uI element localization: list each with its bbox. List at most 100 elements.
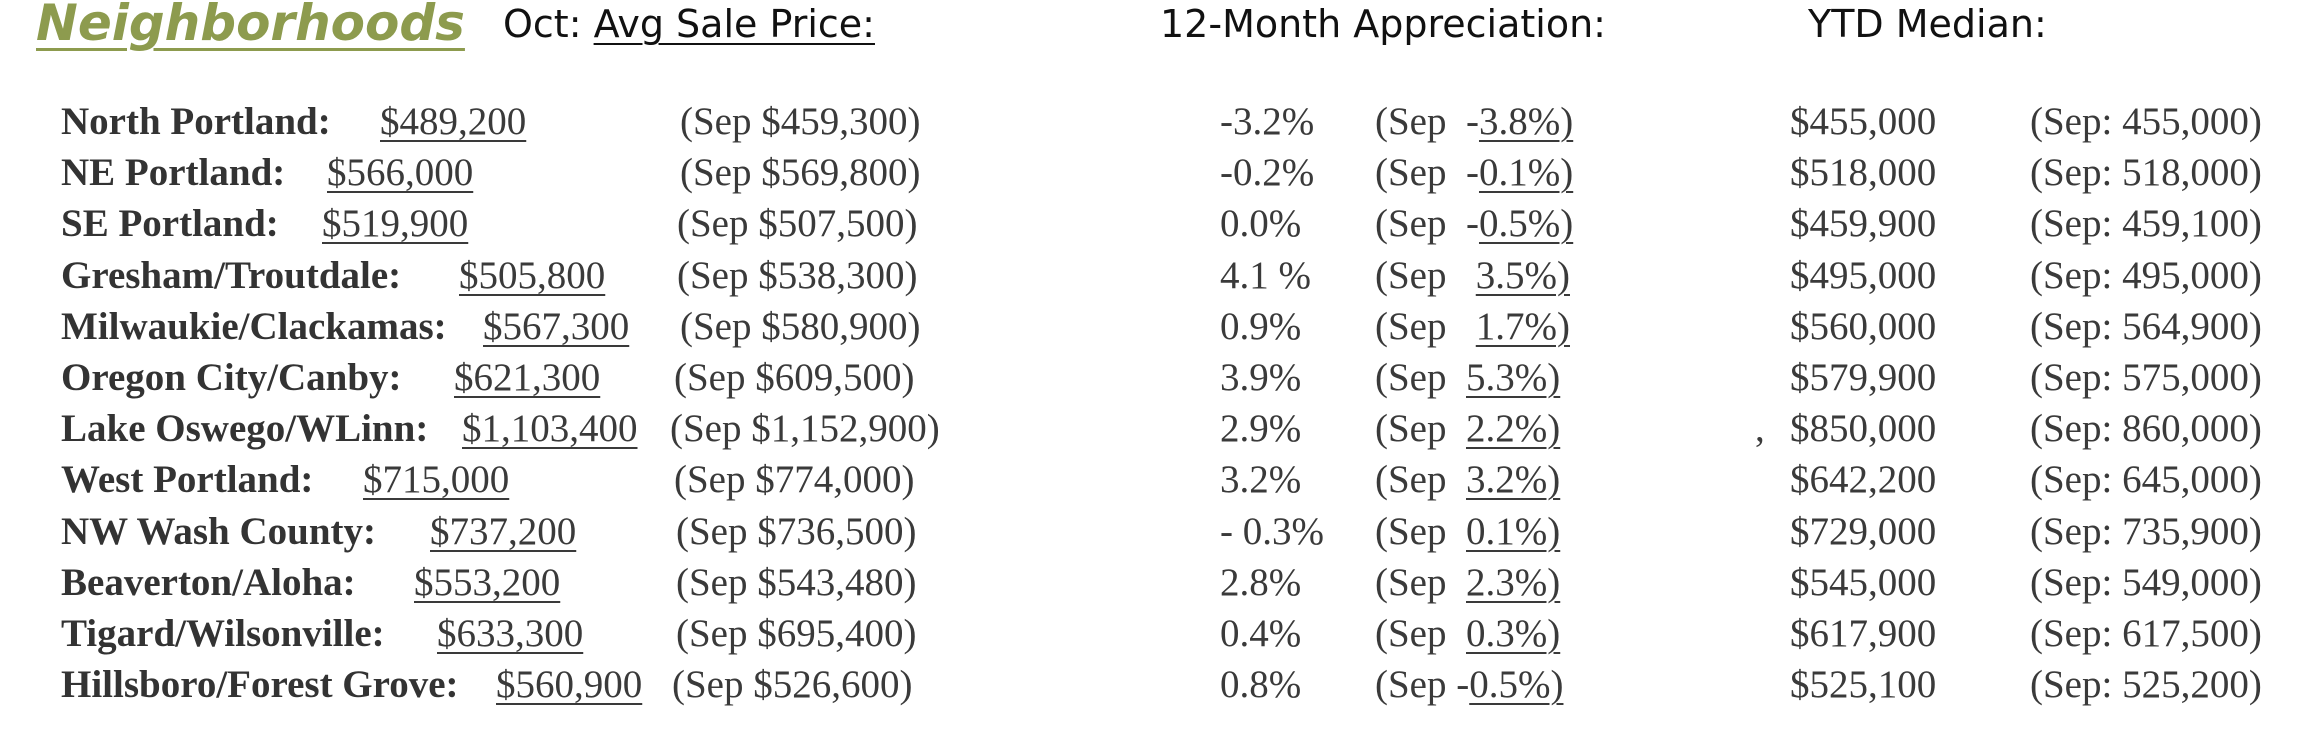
page-title: Neighborhoods bbox=[36, 0, 465, 52]
table-row: West Portland: $715,000 (Sep $774,000) 3.2%… bbox=[0, 457, 2307, 508]
appreciation-value: -0.2% bbox=[1220, 151, 1315, 195]
ytd-stray-mark: , bbox=[1755, 407, 1794, 451]
sep-avg-sale-price: (Sep $580,900) bbox=[680, 304, 921, 348]
sep-appreciation-value: 5.3%) bbox=[1466, 355, 1561, 399]
avg-sale-price-header: Oct: Avg Sale Price: bbox=[503, 2, 875, 46]
avg-sale-price: $519,900 bbox=[322, 202, 469, 246]
ytd-median: $642,200 bbox=[1790, 458, 1937, 502]
sep-ytd-median: (Sep: 455,000) bbox=[2030, 100, 2262, 143]
table-row: NE Portland: $566,000 (Sep $569,800) -0.2% (… bbox=[0, 150, 2307, 201]
appreciation-value: 3.9% bbox=[1220, 355, 1302, 399]
sep-ytd-median: (Sep: 459,100) bbox=[2030, 202, 2262, 246]
ytd-median: $579,900 bbox=[1790, 355, 1937, 399]
ytd-median: $518,000 bbox=[1790, 151, 1937, 195]
sep-appreciation: (Sep -0.5%) bbox=[1375, 201, 1573, 246]
avg-sale-price: $566,000 bbox=[327, 151, 474, 195]
sep-appreciation: (Sep -0.1%) bbox=[1375, 150, 1573, 195]
avg-sale-price: $621,300 bbox=[454, 355, 601, 399]
sep-appreciation-value: 0.5%) bbox=[1478, 202, 1574, 246]
sep-avg-sale-price: (Sep $526,600) bbox=[672, 663, 913, 707]
neighborhood-name: West Portland: bbox=[61, 458, 314, 502]
sep-avg-sale-price: (Sep $507,500) bbox=[677, 202, 918, 246]
sep-appreciation-value: 0.1%) bbox=[1478, 151, 1574, 195]
sep-avg-sale-price: (Sep $543,480) bbox=[676, 560, 917, 604]
appreciation-value: 0.9% bbox=[1220, 304, 1302, 348]
appreciation-value: 3.2% bbox=[1220, 458, 1302, 502]
sep-appreciation-value: 1.7%) bbox=[1475, 304, 1570, 348]
sep-appreciation: (Sep 2.3%) bbox=[1375, 560, 1560, 605]
ytd-median: $729,000 bbox=[1790, 509, 1937, 553]
neighborhood-name: Milwaukie/Clackamas: bbox=[61, 304, 447, 348]
neighborhood-name: Gresham/Troutdale: bbox=[61, 253, 402, 297]
avg-sale-price: $553,200 bbox=[414, 560, 561, 604]
neighborhood-name: Hillsboro/Forest Grove: bbox=[61, 663, 459, 707]
sep-appreciation-value: 2.3%) bbox=[1466, 560, 1561, 604]
sep-appreciation-value: 0.3%) bbox=[1466, 611, 1561, 655]
neighborhood-name: NE Portland: bbox=[61, 151, 286, 195]
ytd-median: $545,000 bbox=[1790, 560, 1937, 604]
appreciation-value: - 0.3% bbox=[1220, 509, 1324, 553]
sep-appreciation-prefix: (Sep - bbox=[1375, 202, 1479, 246]
avg-sale-price: $489,200 bbox=[380, 100, 527, 143]
sep-avg-sale-price: (Sep $1,152,900) bbox=[670, 407, 940, 451]
appreciation-value: 0.8% bbox=[1220, 663, 1302, 707]
table-row: SE Portland: $519,900 (Sep $507,500) 0.0% (S… bbox=[0, 201, 2307, 252]
neighborhood-name: SE Portland: bbox=[61, 202, 279, 246]
table-row: Tigard/Wilsonville: $633,300 (Sep $695,400… bbox=[0, 611, 2307, 662]
sep-avg-sale-price: (Sep $774,000) bbox=[674, 458, 915, 502]
sep-appreciation: (Sep -0.5%) bbox=[1375, 662, 1563, 707]
ytd-median: $560,000 bbox=[1790, 304, 1937, 348]
sep-appreciation: (Sep 0.1%) bbox=[1375, 509, 1560, 554]
ytd-median: $850,000 bbox=[1790, 407, 1937, 451]
sep-appreciation-prefix: (Sep bbox=[1375, 560, 1466, 604]
sep-appreciation: (Sep 2.2%) bbox=[1375, 406, 1560, 451]
appreciation-value: 0.0% bbox=[1220, 202, 1302, 246]
avg-sale-price: $505,800 bbox=[459, 253, 606, 297]
sep-appreciation-prefix: (Sep bbox=[1375, 355, 1466, 399]
sep-appreciation-value: 0.1%) bbox=[1466, 509, 1561, 553]
sep-ytd-median: (Sep: 549,000) bbox=[2030, 560, 2262, 604]
neighborhood-name: Oregon City/Canby: bbox=[61, 355, 402, 399]
ytd-median: $455,000 bbox=[1790, 100, 1937, 143]
sep-appreciation: (Sep 0.3%) bbox=[1375, 611, 1560, 656]
appreciation-value: 2.9% bbox=[1220, 407, 1302, 451]
neighborhood-name: Lake Oswego/WLinn: bbox=[61, 407, 429, 451]
avg-sale-price: $560,900 bbox=[496, 663, 643, 707]
sep-appreciation-prefix: (Sep - bbox=[1375, 151, 1479, 195]
sep-ytd-median: (Sep: 617,500) bbox=[2030, 611, 2262, 655]
sep-ytd-median: (Sep: 495,000) bbox=[2030, 253, 2262, 297]
sep-appreciation: (Sep -3.8%) bbox=[1375, 99, 1573, 144]
table-row: Oregon City/Canby: $621,300 (Sep $609,500)… bbox=[0, 355, 2307, 406]
sep-ytd-median: (Sep: 735,900) bbox=[2030, 509, 2262, 553]
neighborhood-name: North Portland: bbox=[61, 100, 331, 143]
neighborhood-name: Beaverton/Aloha: bbox=[61, 560, 356, 604]
sep-appreciation-prefix: (Sep bbox=[1375, 458, 1466, 502]
table-row: Gresham/Troutdale: $505,800 (Sep $538,300)… bbox=[0, 253, 2307, 304]
sep-avg-sale-price: (Sep $569,800) bbox=[680, 151, 921, 195]
neighborhood-table: North Portland: $489,200 (Sep $459,300) -3.… bbox=[0, 99, 2307, 713]
sep-appreciation-prefix: (Sep - bbox=[1375, 100, 1479, 143]
sep-avg-sale-price: (Sep $459,300) bbox=[680, 100, 921, 143]
neighborhood-name: Tigard/Wilsonville: bbox=[61, 611, 385, 655]
sep-appreciation-value: 3.8%) bbox=[1478, 100, 1574, 143]
sep-avg-sale-price: (Sep $736,500) bbox=[676, 509, 917, 553]
ytd-median: $525,100 bbox=[1790, 663, 1937, 707]
table-row: Milwaukie/Clackamas: $567,300 (Sep $580,90… bbox=[0, 304, 2307, 355]
ytd-median: $495,000 bbox=[1790, 253, 1937, 297]
appreciation-value: -3.2% bbox=[1220, 100, 1315, 143]
sep-avg-sale-price: (Sep $695,400) bbox=[676, 611, 917, 655]
avg-sale-price: $737,200 bbox=[430, 509, 577, 553]
sep-appreciation: (Sep 1.7%) bbox=[1375, 304, 1570, 349]
sep-ytd-median: (Sep: 645,000) bbox=[2030, 458, 2262, 502]
sep-avg-sale-price: (Sep $538,300) bbox=[677, 253, 918, 297]
table-row: Beaverton/Aloha: $553,200 (Sep $543,480) 2.… bbox=[0, 560, 2307, 611]
sep-appreciation-value: 0.5%) bbox=[1469, 663, 1564, 707]
sep-appreciation-prefix: (Sep - bbox=[1375, 663, 1470, 707]
sep-ytd-median: (Sep: 575,000) bbox=[2030, 355, 2262, 399]
sep-ytd-median: (Sep: 525,200) bbox=[2030, 663, 2262, 707]
sep-appreciation-prefix: (Sep bbox=[1375, 407, 1466, 451]
table-row: Lake Oswego/WLinn: $1,103,400 (Sep $1,152,… bbox=[0, 406, 2307, 457]
sep-appreciation-value: 3.2%) bbox=[1466, 458, 1561, 502]
appreciation-value: 4.1 % bbox=[1220, 253, 1311, 297]
appreciation-header: 12-Month Appreciation: bbox=[1160, 2, 1606, 46]
